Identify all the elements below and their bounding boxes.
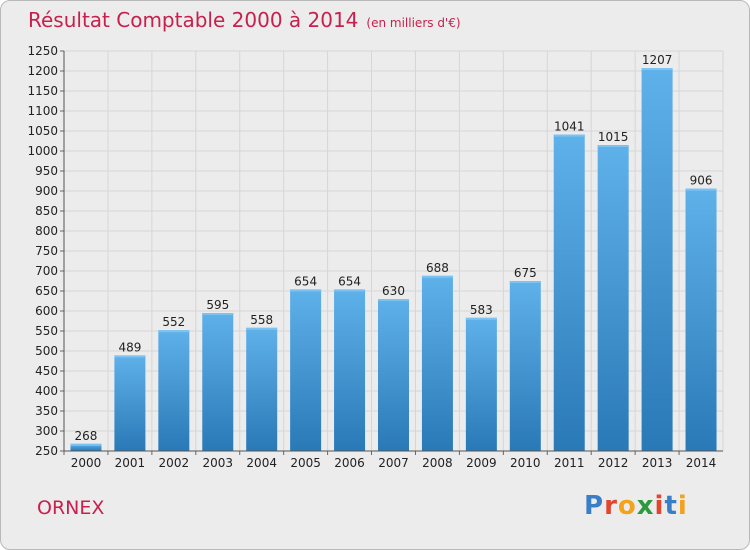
- data-label: 688: [426, 261, 449, 275]
- bar-highlight: [70, 443, 102, 446]
- y-tick-label: 1250: [27, 44, 58, 58]
- data-label: 583: [470, 303, 493, 317]
- bar-highlight: [509, 281, 541, 283]
- y-tick-label: 1200: [27, 64, 58, 78]
- bar-highlight: [202, 313, 234, 315]
- x-tick-label: 2008: [422, 456, 453, 470]
- logo-letter: r: [604, 491, 618, 521]
- bar-2010: [509, 281, 541, 451]
- bar-2008: [421, 275, 453, 451]
- data-label: 654: [338, 274, 361, 288]
- y-tick-label: 700: [35, 264, 58, 278]
- y-tick-label: 750: [35, 244, 58, 258]
- x-tick-label: 2013: [642, 456, 673, 470]
- chart-title: Résultat Comptable 2000 à 2014 (en millie…: [28, 8, 461, 32]
- data-label: 489: [118, 340, 141, 354]
- x-tick-label: 2001: [115, 456, 146, 470]
- bar-2003: [202, 313, 234, 451]
- bar-highlight: [246, 327, 278, 330]
- y-tick-label: 450: [35, 364, 58, 378]
- bar-2000: [70, 443, 102, 451]
- bar-highlight: [597, 145, 629, 147]
- x-tick-label: 2007: [378, 456, 409, 470]
- x-tick-label: 2010: [510, 456, 541, 470]
- y-tick-label: 300: [35, 424, 58, 438]
- bar-highlight: [421, 275, 453, 278]
- x-tick-label: 2000: [71, 456, 102, 470]
- proxiti-logo: Proxiti: [584, 491, 688, 521]
- bar-2001: [114, 355, 146, 451]
- x-tick-label: 2004: [246, 456, 277, 470]
- x-tick-label: 2014: [686, 456, 717, 470]
- data-label: 906: [690, 174, 713, 188]
- y-tick-label: 550: [35, 324, 58, 338]
- data-label: 630: [382, 284, 405, 298]
- y-tick-label: 500: [35, 344, 58, 358]
- bar-highlight: [158, 330, 190, 333]
- x-tick-label: 2002: [159, 456, 190, 470]
- y-tick-label: 400: [35, 384, 58, 398]
- y-tick-label: 1150: [27, 84, 58, 98]
- data-label: 552: [162, 315, 185, 329]
- bar-2006: [334, 289, 366, 451]
- bar-highlight: [114, 355, 146, 358]
- y-tick-label: 1100: [27, 104, 58, 118]
- y-tick-label: 600: [35, 304, 58, 318]
- x-tick-label: 2012: [598, 456, 629, 470]
- logo-letter: x: [636, 491, 655, 521]
- y-tick-label: 650: [35, 284, 58, 298]
- y-tick-label: 1050: [27, 124, 58, 138]
- bar-2013: [641, 68, 673, 451]
- bar-highlight: [641, 68, 673, 71]
- data-label: 675: [514, 266, 537, 280]
- x-tick-label: 2006: [334, 456, 365, 470]
- x-tick-label: 2011: [554, 456, 585, 470]
- logo-letter: P: [584, 491, 605, 521]
- data-label: 1015: [598, 130, 629, 144]
- bar-highlight: [290, 289, 322, 292]
- data-label: 558: [250, 313, 273, 327]
- bar-highlight: [465, 317, 497, 320]
- data-labels: 268 489 552 595 558 654 654 630 688 583 675 1041 101…: [75, 53, 713, 443]
- y-tick-label: 950: [35, 164, 58, 178]
- data-label: 654: [294, 274, 317, 288]
- bar-highlight: [553, 134, 585, 137]
- data-label: 595: [206, 298, 229, 312]
- bar-2004: [246, 327, 278, 451]
- bars: [70, 68, 717, 451]
- bar-highlight: [685, 188, 717, 191]
- bar-highlight: [378, 299, 409, 301]
- logo-letter: i: [654, 491, 665, 521]
- bar-2007: [378, 299, 409, 451]
- unit-note: (en milliers d'€): [366, 16, 461, 30]
- y-tick-label: 350: [35, 404, 58, 418]
- bar-2005: [290, 289, 322, 451]
- logo-letter: o: [617, 491, 637, 521]
- bar-2014: [685, 188, 717, 451]
- y-tick-label: 850: [35, 204, 58, 218]
- commune-name: ORNEX: [37, 497, 105, 519]
- x-tick-label: 2005: [290, 456, 321, 470]
- logo-letter: i: [677, 491, 688, 521]
- y-tick-label: 800: [35, 224, 58, 238]
- data-label: 268: [75, 429, 98, 443]
- data-label: 1041: [554, 120, 585, 134]
- logo-letter: t: [664, 491, 678, 521]
- bar-2012: [597, 145, 629, 451]
- x-tick-label: 2009: [466, 456, 497, 470]
- chart-title-text: Résultat Comptable 2000 à 2014: [28, 8, 359, 32]
- y-tick-label: 250: [35, 444, 58, 458]
- data-label: 1207: [642, 53, 673, 67]
- bar-2002: [158, 330, 190, 451]
- axes: 250 300 350 400 450 500 550 600 650 700 750 800 850 9…: [27, 44, 723, 470]
- y-tick-label: 900: [35, 184, 58, 198]
- bar-2009: [465, 317, 497, 451]
- y-tick-label: 1000: [27, 144, 58, 158]
- bar-2011: [553, 134, 585, 451]
- bar-highlight: [334, 289, 366, 292]
- x-tick-label: 2003: [202, 456, 233, 470]
